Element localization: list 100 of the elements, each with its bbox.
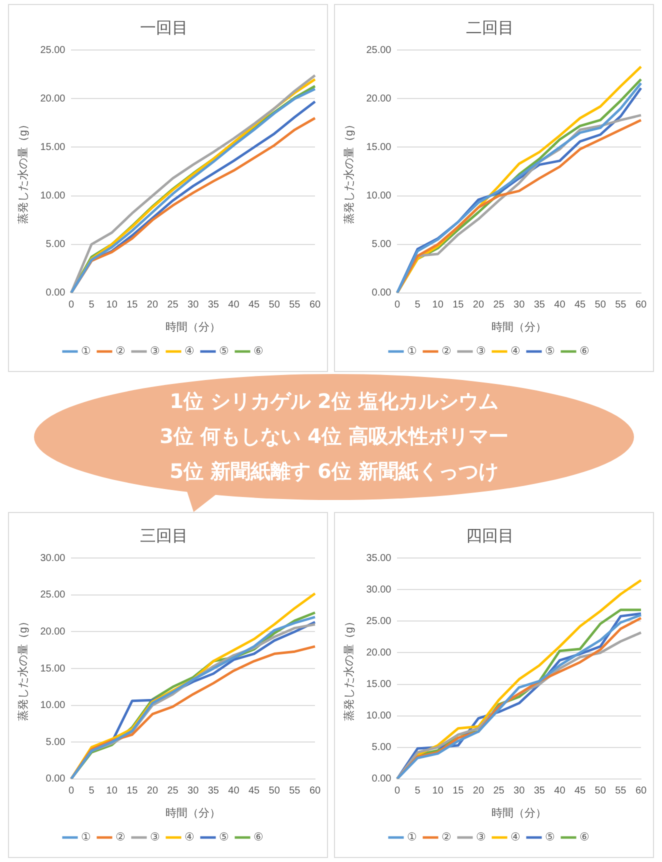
x-tick-label: 50 (594, 300, 606, 311)
x-tick-label: 60 (309, 300, 321, 311)
y-tick-label: 5.00 (46, 736, 66, 748)
chart-title: 四回目 (466, 526, 514, 545)
y-tick-label: 10.00 (40, 190, 66, 202)
x-tick-label: 0 (394, 786, 400, 797)
y-tick-label: 20.00 (366, 93, 392, 104)
y-tick-label: 30.00 (366, 584, 392, 596)
x-tick-label: 45 (574, 300, 586, 311)
x-tick-label: 55 (289, 786, 301, 797)
x-tick-label: 10 (106, 786, 118, 797)
x-tick-label: 40 (554, 300, 566, 311)
x-tick-label: 10 (432, 300, 444, 311)
y-tick-label: 15.00 (40, 142, 66, 153)
y-tick-label: 15.00 (366, 142, 392, 153)
legend-label: ⑤ (545, 346, 555, 358)
x-tick-label: 30 (188, 300, 200, 311)
legend-label: ① (407, 346, 417, 358)
x-axis-title: 時間（分） (166, 806, 221, 820)
x-tick-label: 10 (106, 300, 118, 311)
legend-label: ③ (150, 346, 160, 358)
legend-label: ⑤ (219, 346, 229, 358)
x-tick-label: 30 (514, 300, 526, 311)
y-tick-label: 10.00 (366, 710, 392, 722)
x-tick-label: 15 (452, 300, 464, 311)
y-axis-title: 蒸発した水の量（g） (16, 616, 30, 722)
x-tick-label: 5 (414, 786, 421, 797)
x-tick-label: 45 (248, 786, 260, 797)
legend-label: ③ (150, 832, 160, 844)
x-tick-label: 0 (394, 300, 400, 311)
legend-label: ⑥ (580, 832, 590, 844)
legend-label: ④ (510, 346, 520, 358)
x-tick-label: 55 (615, 786, 627, 797)
chart-title: 一回目 (140, 18, 188, 37)
x-tick-label: 30 (188, 786, 200, 797)
x-tick-label: 20 (472, 786, 484, 797)
legend-label: ⑤ (545, 832, 555, 844)
x-tick-label: 55 (615, 300, 627, 311)
x-tick-label: 60 (635, 300, 647, 311)
x-tick-label: 20 (146, 300, 158, 311)
x-tick-label: 25 (493, 300, 505, 311)
y-tick-label: 20.00 (366, 647, 392, 658)
x-tick-label: 5 (88, 300, 95, 311)
y-tick-label: 35.00 (366, 552, 392, 564)
legend-label: ① (81, 832, 91, 844)
y-tick-label: 25.00 (366, 44, 392, 56)
y-tick-label: 0.00 (46, 774, 66, 785)
y-axis-title: 蒸発した水の量（g） (342, 616, 356, 722)
x-tick-label: 45 (574, 786, 586, 797)
x-tick-label: 5 (414, 300, 421, 311)
x-tick-label: 40 (228, 786, 240, 797)
x-tick-label: 25 (167, 786, 179, 797)
text: 3位 何もしない 4位 高吸水性ポリマー (158, 423, 510, 450)
x-axis-title: 時間（分） (166, 320, 221, 334)
y-tick-label: 10.00 (366, 190, 392, 202)
y-tick-label: 15.00 (40, 663, 66, 674)
y-tick-label: 10.00 (40, 700, 66, 712)
y-axis-title: 蒸発した水の量（g） (16, 118, 30, 224)
x-tick-label: 45 (248, 300, 260, 311)
x-tick-label: 15 (452, 786, 464, 797)
y-tick-label: 5.00 (46, 239, 66, 250)
chart-title: 三回目 (140, 526, 188, 545)
text: 5位 新聞紙離す 6位 新聞紙くっつけ (168, 458, 500, 485)
x-tick-label: 35 (208, 786, 220, 797)
x-tick-label: 15 (126, 786, 138, 797)
x-tick-label: 25 (167, 300, 179, 311)
x-tick-label: 40 (228, 300, 240, 311)
legend-label: ③ (476, 346, 486, 358)
y-tick-label: 0.00 (46, 288, 66, 299)
legend-label: ② (442, 832, 452, 844)
legend-label: ① (81, 346, 91, 358)
y-tick-label: 25.00 (40, 590, 66, 601)
x-tick-label: 5 (88, 786, 95, 797)
legend-label: ③ (476, 832, 486, 844)
x-axis-title: 時間（分） (492, 806, 547, 820)
legend-label: ⑤ (219, 832, 229, 844)
y-tick-label: 20.00 (40, 626, 66, 638)
x-tick-label: 20 (146, 786, 158, 797)
x-tick-label: 35 (534, 300, 546, 311)
y-tick-label: 25.00 (40, 44, 66, 56)
y-tick-label: 5.00 (372, 239, 392, 250)
x-tick-label: 40 (554, 786, 566, 797)
x-tick-label: 55 (289, 300, 301, 311)
x-tick-label: 60 (635, 786, 647, 797)
y-tick-label: 20.00 (40, 93, 66, 104)
y-tick-label: 0.00 (372, 774, 392, 785)
legend-label: ④ (510, 832, 520, 844)
legend-label: ⑥ (254, 832, 264, 844)
legend-label: ④ (184, 346, 194, 358)
x-tick-label: 50 (268, 300, 280, 311)
legend-label: ② (116, 346, 126, 358)
x-tick-label: 20 (472, 300, 484, 311)
x-tick-label: 30 (514, 786, 526, 797)
chart-title: 二回目 (466, 18, 514, 37)
text: 1位 シリカゲル 2位 塩化カルシウム (168, 388, 500, 415)
y-axis-title: 蒸発した水の量（g） (342, 118, 356, 224)
x-tick-label: 10 (432, 786, 444, 797)
legend-label: ⑥ (580, 346, 590, 358)
y-tick-label: 15.00 (366, 679, 392, 690)
y-tick-label: 0.00 (372, 288, 392, 299)
